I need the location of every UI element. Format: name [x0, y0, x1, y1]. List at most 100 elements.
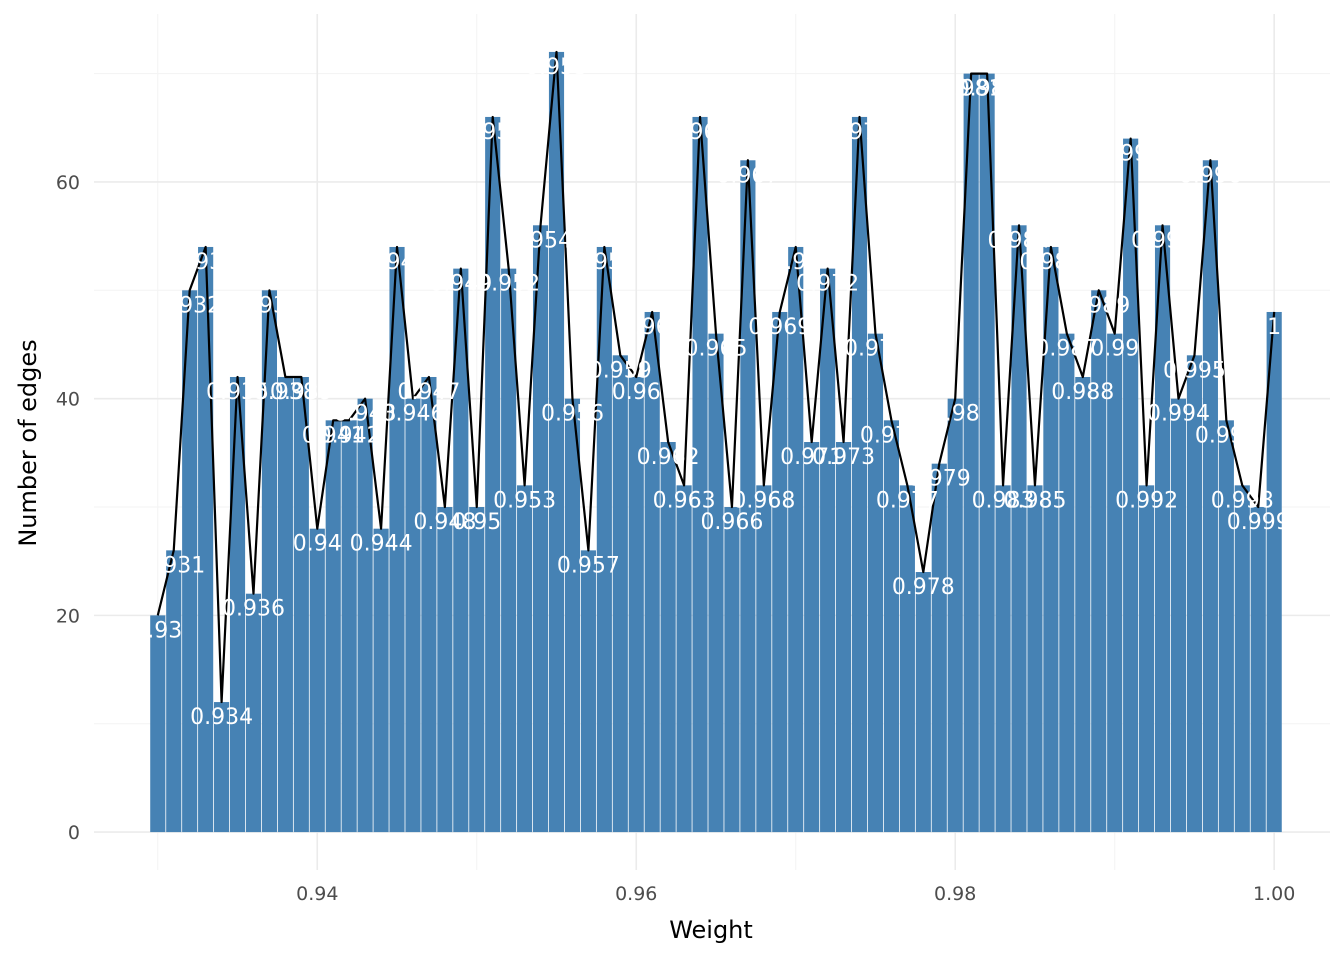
bar [198, 246, 214, 833]
bar [453, 268, 469, 833]
bar [820, 268, 836, 833]
bar [421, 376, 437, 833]
bar-value-label: 0.973 [812, 445, 875, 470]
bar [931, 463, 947, 833]
overlay-line [156, 50, 1276, 704]
x-tick-label: 0.96 [615, 883, 657, 905]
bar-value-label: 0.962 [637, 445, 700, 470]
bar-value-label: 0.995 [1163, 358, 1226, 383]
y-axis-title: Number of edges [14, 339, 42, 546]
bar [517, 485, 533, 833]
bar [1266, 311, 1282, 833]
bar [245, 593, 262, 833]
bar-value-label: 0.964 [669, 120, 732, 145]
bar [867, 333, 884, 833]
bar-value-label: 0.98 [931, 402, 980, 427]
bar-value-label: 0.996 [1179, 163, 1242, 188]
bar [756, 485, 772, 833]
bar-value-label: 0.974 [828, 120, 891, 145]
bar [357, 398, 373, 833]
y-tick-label: 40 [56, 389, 80, 411]
bar-value-label: 0.978 [892, 575, 955, 600]
bar [564, 398, 581, 833]
bar-value-label: 0.954 [509, 228, 572, 253]
bar [293, 376, 309, 833]
series-line [156, 50, 1276, 704]
bar [963, 73, 979, 833]
bar-value-label: 0.947 [397, 380, 460, 405]
bar-value-label: 0.959 [589, 358, 652, 383]
bar-value-label: 0.952 [477, 272, 540, 297]
bar [947, 398, 963, 833]
bar-value-label: 1 [1267, 315, 1281, 340]
bar-value-label: 0.933 [174, 250, 237, 275]
bar-value-label: 0.972 [796, 272, 859, 297]
bar-value-label: 0.95 [452, 510, 501, 535]
bar [692, 116, 708, 833]
bar-value-label: 0.991 [1099, 142, 1162, 167]
bar-value-label: 0.99 [1090, 337, 1139, 362]
bar [915, 572, 931, 833]
bar-value-label: 0.946 [381, 402, 444, 427]
bar [182, 290, 198, 833]
bar [1075, 376, 1091, 833]
bar [325, 420, 341, 833]
bar-value-label: 0.934 [190, 705, 253, 730]
bar-value-label: 0.988 [1051, 380, 1114, 405]
bar [788, 246, 804, 833]
bar [883, 420, 899, 833]
bar [485, 116, 501, 833]
bar [1234, 485, 1250, 833]
bar [899, 485, 915, 833]
bar-value-label: 0.985 [1003, 488, 1066, 513]
bar-value-label: 0.956 [541, 402, 604, 427]
bar [644, 311, 660, 833]
bar-value-label: 0.975 [844, 337, 907, 362]
bar-value-label: 0.982 [956, 77, 1019, 102]
bar [309, 528, 325, 833]
bar-value-label: 0.936 [222, 597, 285, 622]
bar-value-label: 0.976 [860, 423, 923, 448]
bar [995, 485, 1011, 833]
y-tick-label: 60 [56, 172, 80, 194]
bar [1218, 420, 1234, 833]
bar-value-label: 0.935 [206, 380, 269, 405]
bar [628, 376, 644, 833]
bar [229, 376, 246, 833]
bar [1123, 138, 1139, 833]
bar [1043, 246, 1059, 833]
bar [1170, 398, 1187, 833]
bar-value-label: 0.965 [684, 337, 747, 362]
bar [612, 355, 628, 833]
x-axis-title: Weight [669, 916, 753, 944]
bar [676, 485, 692, 833]
bar-value-label: 0.932 [158, 293, 221, 318]
bar-value-label: 0.951 [461, 120, 524, 145]
bar [724, 507, 740, 833]
bar [1202, 160, 1218, 833]
bar-value-label: 0.997 [1195, 423, 1258, 448]
bar-value-label: 0.945 [366, 250, 429, 275]
bar-value-label: 0.958 [573, 250, 636, 275]
bar-value-label: 0.944 [350, 532, 413, 557]
bar [469, 507, 485, 833]
tick-labels: 0.94 0.96 0.98 1.00 0 20 40 60 [56, 172, 1296, 905]
bar-value-label: 0.955 [525, 55, 588, 80]
bar [1027, 485, 1043, 833]
bar-value-label: 0.939 [270, 380, 333, 405]
bar-value-label: 0.989 [1067, 293, 1130, 318]
bar [835, 442, 852, 833]
bar-value-label: 0.984 [988, 228, 1051, 253]
bar [1139, 485, 1155, 833]
bar [1250, 507, 1266, 833]
bar [1186, 355, 1203, 833]
bar-value-label: 0.986 [1019, 250, 1082, 275]
bar [389, 246, 405, 833]
bar [373, 528, 389, 833]
bar-value-label: 0.987 [1035, 337, 1098, 362]
bar [532, 225, 549, 833]
bar [740, 160, 756, 833]
bar-value-label: 0.943 [334, 402, 397, 427]
bar-value-label: 0.981 [940, 77, 1003, 102]
